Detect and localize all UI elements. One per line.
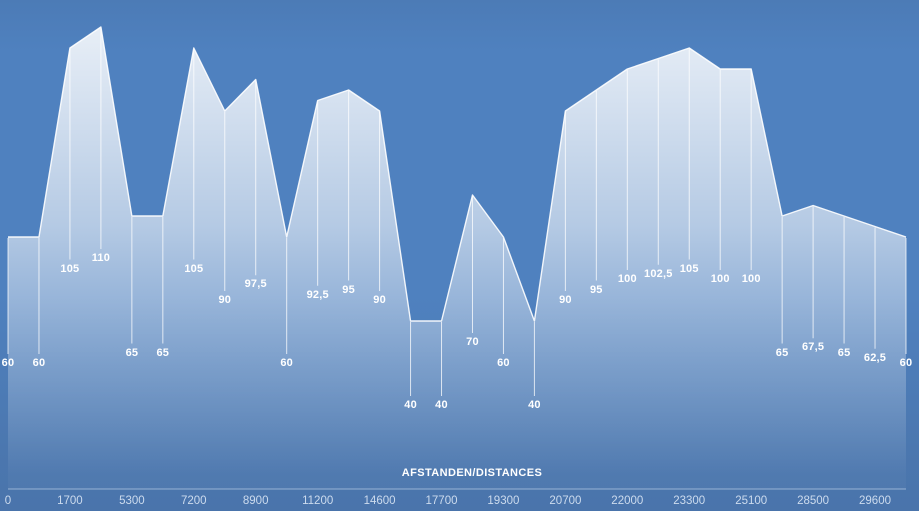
x-tick-label: 11200 xyxy=(302,495,334,507)
data-label: 90 xyxy=(559,294,572,306)
data-label: 100 xyxy=(710,273,730,285)
data-label: 60 xyxy=(899,357,913,369)
data-label: 90 xyxy=(373,294,386,306)
drop-lines-layer xyxy=(7,28,907,396)
x-tick-label: 22000 xyxy=(611,495,644,507)
x-tick-label: 28500 xyxy=(797,495,830,507)
data-label: 67,5 xyxy=(801,341,825,354)
x-tick-label: 14600 xyxy=(363,495,396,507)
data-label: 40 xyxy=(528,399,541,411)
data-label: 40 xyxy=(404,399,417,411)
data-label: 60 xyxy=(32,357,46,369)
data-label: 90 xyxy=(218,294,232,306)
data-label: 110 xyxy=(91,252,111,264)
data-label: 100 xyxy=(617,273,637,285)
data-label: 40 xyxy=(435,399,448,411)
data-label: 92,5 xyxy=(306,288,329,301)
data-label: 62,5 xyxy=(863,351,887,364)
series-line xyxy=(8,26,907,322)
data-label: 70 xyxy=(466,336,479,348)
data-label: 95 xyxy=(342,283,355,296)
data-label: 105 xyxy=(679,262,699,275)
x-tick-label: 23300 xyxy=(673,495,706,507)
data-label: 60 xyxy=(280,357,294,369)
x-tick-label: 1700 xyxy=(57,495,83,507)
data-label: 105 xyxy=(60,262,80,275)
area-series xyxy=(8,26,907,489)
x-tick-label: 19300 xyxy=(487,495,520,507)
data-label: 97,5 xyxy=(244,278,267,291)
x-tick-label: 0 xyxy=(4,495,12,507)
data-label: 95 xyxy=(589,283,603,296)
x-tick-label: 5300 xyxy=(119,495,145,507)
x-tick-label: 25100 xyxy=(735,495,768,507)
x-tick-label: 7200 xyxy=(181,495,207,507)
data-label: 65 xyxy=(156,346,170,359)
data-label: 60 xyxy=(1,357,15,369)
data-label: 65 xyxy=(125,346,139,359)
data-label: 102,5 xyxy=(644,267,673,280)
x-tick-label: 29600 xyxy=(859,495,891,507)
x-axis-title: AFSTANDEN/DISTANCES xyxy=(401,467,543,479)
x-tick-label: 20700 xyxy=(549,495,582,507)
data-label: 105 xyxy=(184,262,204,275)
x-tick-label: 17700 xyxy=(425,495,458,507)
x-tick-label: 8900 xyxy=(242,495,269,507)
data-label: 65 xyxy=(837,346,851,359)
data-label: 65 xyxy=(775,346,789,359)
data-label: 60 xyxy=(497,357,510,369)
data-label: 100 xyxy=(741,273,761,285)
